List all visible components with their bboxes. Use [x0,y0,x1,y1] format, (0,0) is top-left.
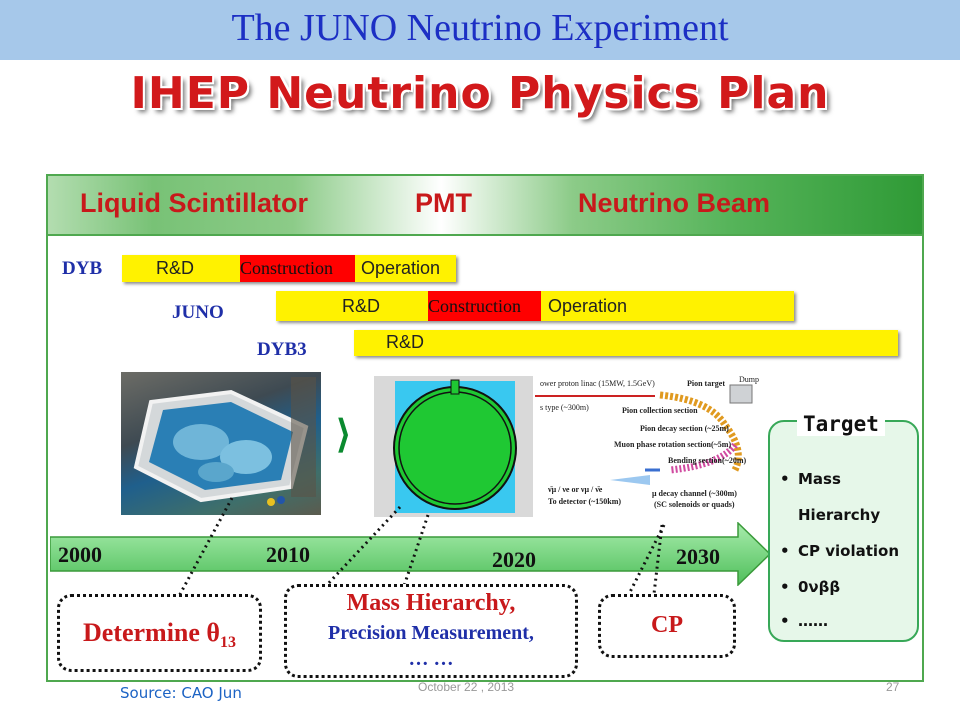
callout-mass-hierarchy [284,584,578,678]
beam-decay-channel: μ decay channel (~300m) [652,489,737,498]
target-bullet-1: • [780,470,790,488]
category-pmt: PMT [415,188,472,218]
dyb-rnd-label: R&D [156,258,195,278]
row-label-dyb3: DYB3 [257,339,307,360]
category-liquid-scintillator: Liquid Scintillator [80,188,308,218]
beam-to-detector: To detector (~150km) [548,497,622,506]
callout-theta13-main: Determine θ [82,618,220,647]
target-bullet-4: • [780,612,790,630]
target-title: Target [797,412,885,436]
row-label-juno: JUNO [172,302,224,323]
slide-number: 27 [886,680,900,694]
target-item-cp: CP violation [798,542,900,560]
neutrino-beam-diagram [530,375,770,515]
juno-operation-label: Operation [548,296,628,316]
category-bar [48,176,922,236]
juno-construction-segment [428,291,541,321]
target-item-mass: Mass [798,470,841,488]
juno-construction-label: Construction [428,296,521,316]
beam-proton-linac: ower proton linac (15MW, 1.5GeV) [540,379,655,388]
beam-nu-line: ν̄μ / νe or νμ / ν̄e [548,485,603,494]
beam-muon-rotation: Muon phase rotation section(~5m) [614,440,732,449]
dyb-construction-label: Construction [240,258,333,278]
slide-date: October 22 , 2013 [418,680,515,694]
beam-pion-collection: Pion collection section [622,406,698,415]
callout-mass-line2: Precision Measurement, [328,622,534,644]
dyb3-bar [354,330,898,356]
juno-rnd-label: R&D [342,296,381,316]
timeline-arrow [50,522,772,586]
year-2030: 2030 [676,544,720,569]
callout-theta13-text: Determine θ13 [57,618,262,652]
target-panel [768,420,919,642]
detector-photo-art [133,377,316,506]
beam-art [535,384,753,485]
year-2010: 2010 [266,542,310,567]
callout-mass-line3: … … [408,648,454,670]
target-bullet-3: • [780,578,790,596]
target-bullet-2: • [780,542,790,560]
beam-type: s type (~300m) [540,403,589,412]
callout-mass-line1: Mass Hierarchy, [346,590,516,616]
callout-cp-text: CP [651,612,683,638]
progress-arrow-icon: ⟩ [336,414,351,456]
target-item-more: …… [798,612,828,630]
main-title: IHEP Neutrino Physics Plan [130,68,830,119]
callout-cp [598,594,736,658]
callout-theta13-sub: 13 [220,634,236,652]
target-item-0vbb: 0νββ [798,578,841,596]
callout-theta13 [57,594,262,672]
beam-dump: Dump [739,375,759,384]
juno-detector-diagram [374,376,533,517]
beam-bending: Bending section(~20m) [668,456,747,465]
beam-pion-target: Pion target [687,379,725,388]
source-credit: Source: CAO Jun [120,684,242,702]
dyb-construction-segment [240,255,355,282]
dyb3-rnd-label: R&D [386,332,425,352]
year-2020: 2020 [492,547,536,572]
dyb-operation-label: Operation [361,258,441,278]
beam-pion-decay: Pion decay section (~25m) [640,424,729,433]
year-2000: 2000 [58,542,102,567]
target-item-hierarchy: Hierarchy [798,506,881,524]
category-neutrino-beam: Neutrino Beam [578,188,771,218]
juno-detector-art [393,379,517,513]
header-band [0,0,960,60]
row-label-dyb: DYB [62,258,103,279]
beam-solenoids: (SC solenoids or quads) [654,500,735,509]
header-title: The JUNO Neutrino Experiment [231,7,729,49]
dyb-detector-photo [121,372,321,515]
